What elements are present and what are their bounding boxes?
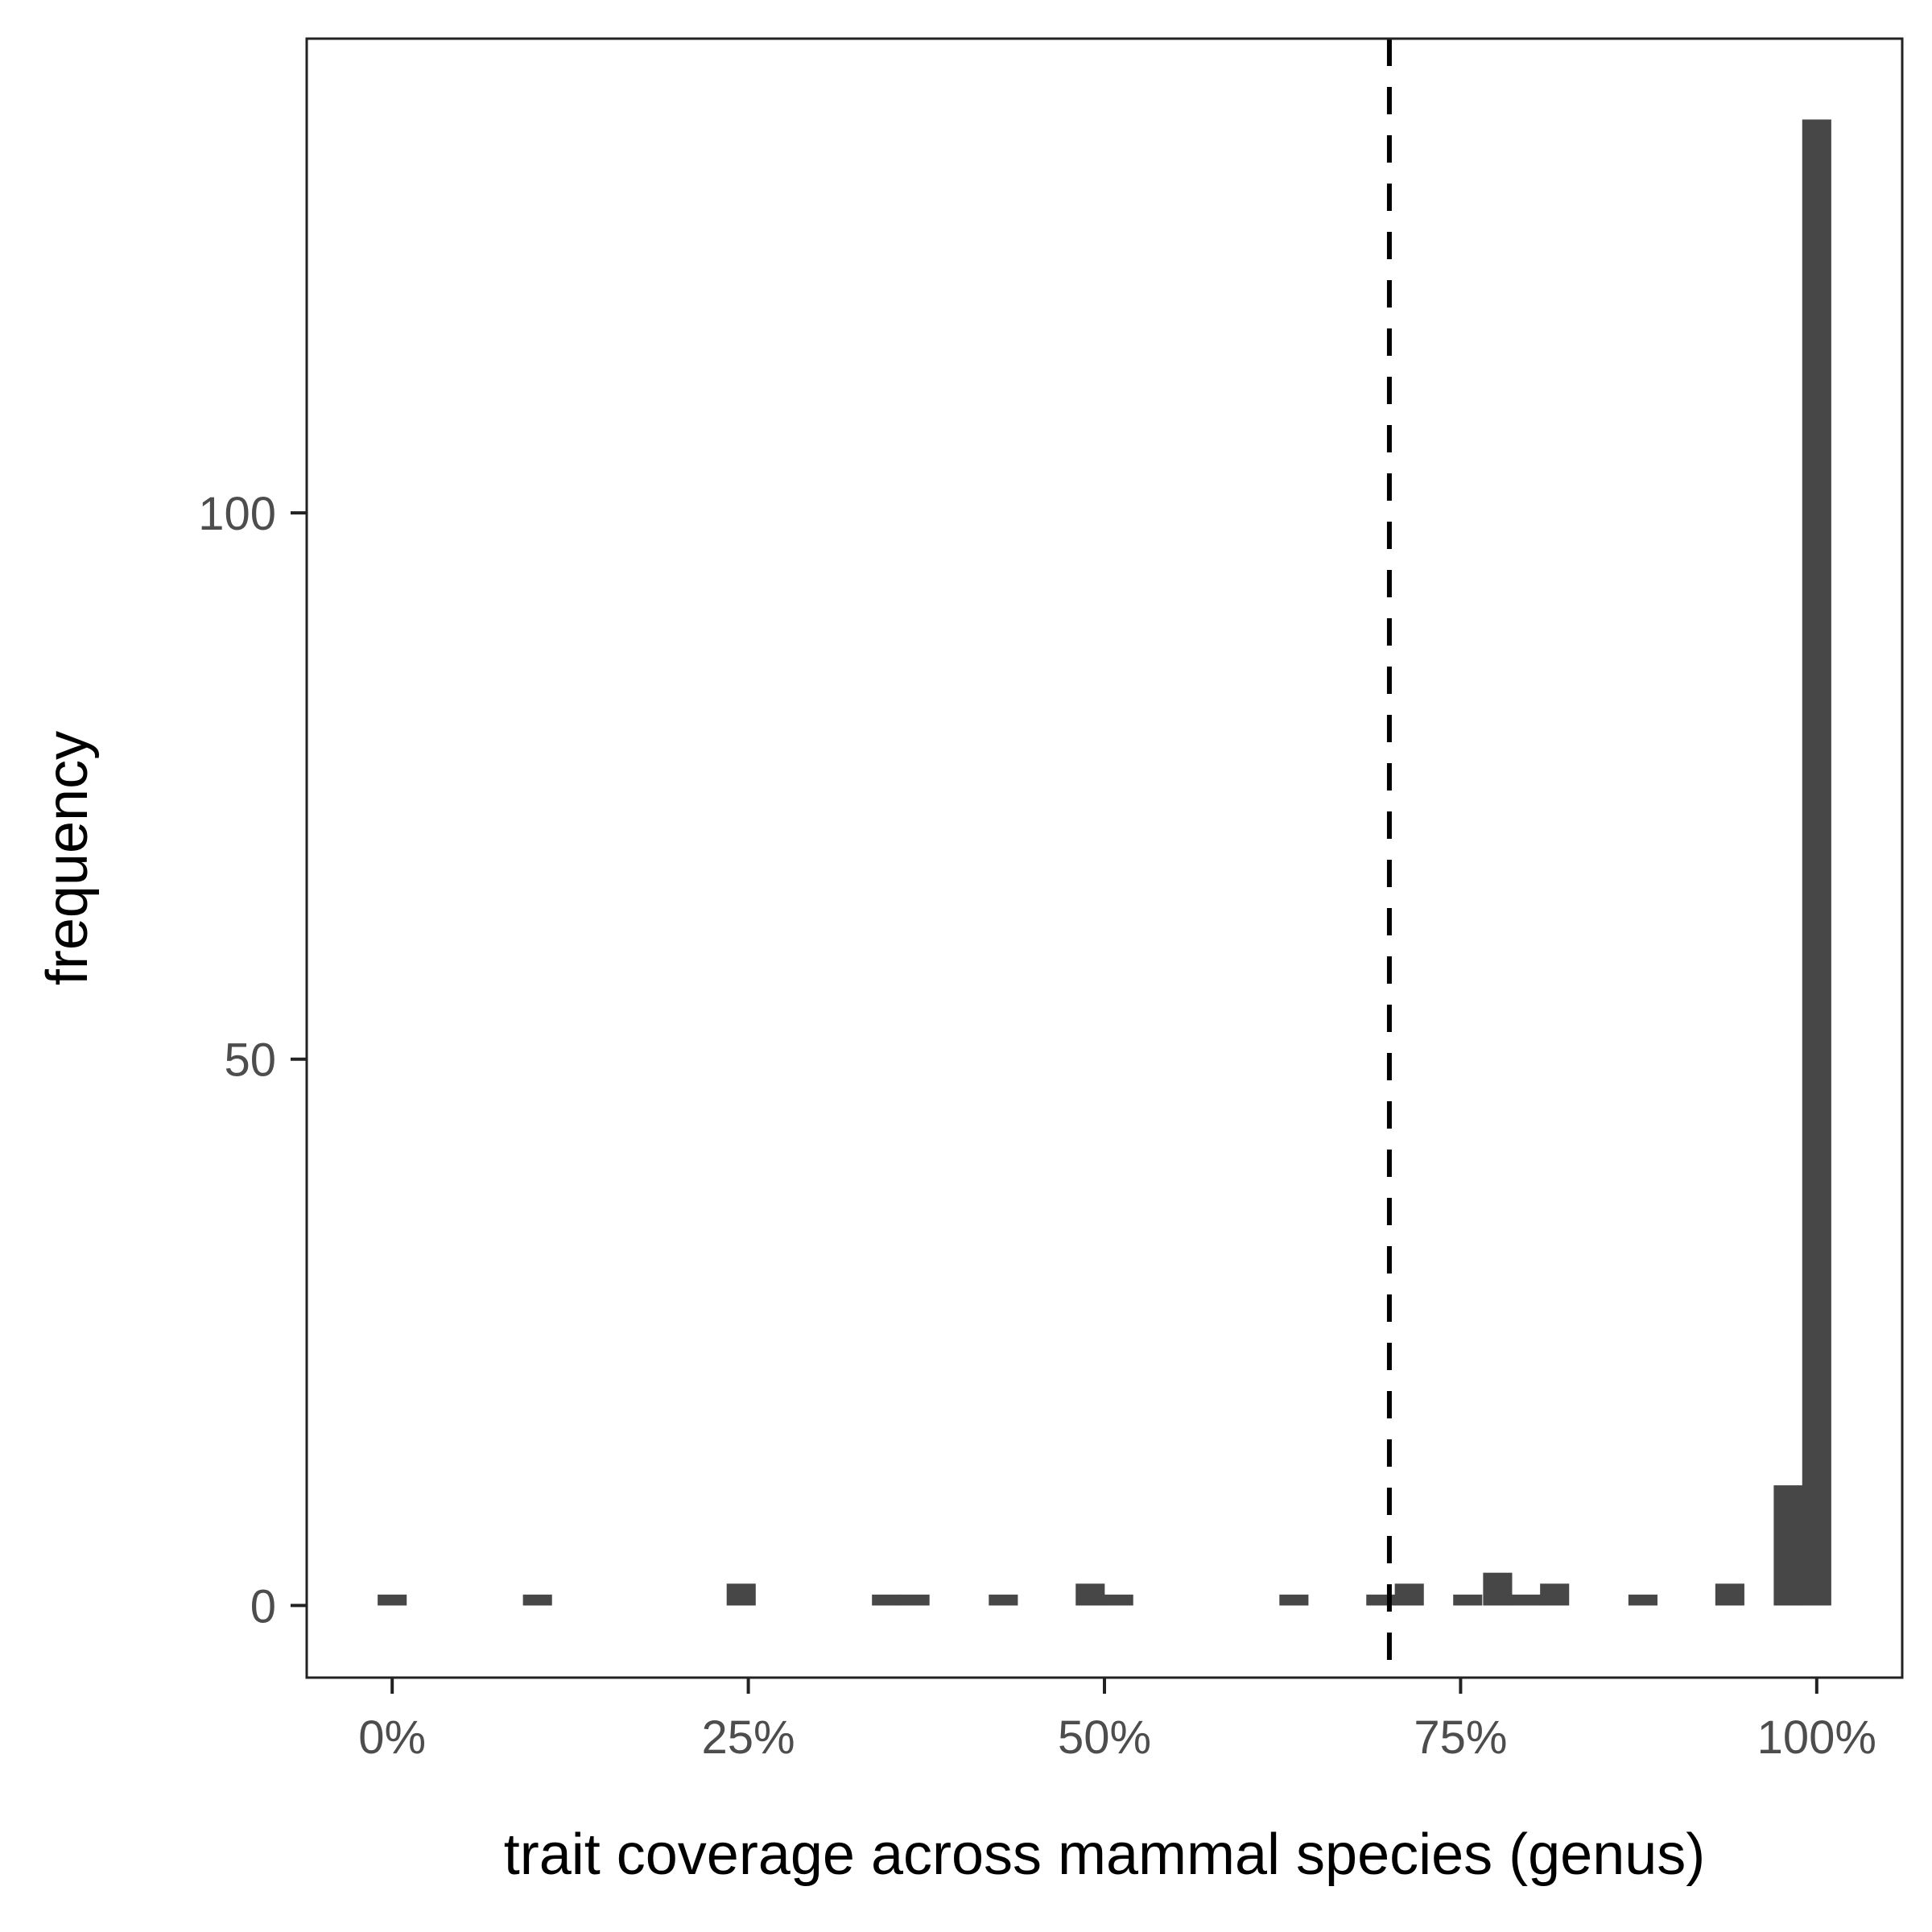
histogram-bar-8 — [1279, 1594, 1309, 1606]
histogram-bar-17 — [1773, 1485, 1803, 1606]
y-tick-label-1: 50 — [224, 1034, 276, 1087]
x-axis: 0% 25% 50% 75% 100% — [358, 1678, 1876, 1764]
x-tick-label-1: 25% — [702, 1711, 795, 1764]
y-tick-label-2: 100 — [198, 488, 276, 540]
x-tick-label-0: 0% — [358, 1711, 426, 1764]
x-axis-title: trait coverage across mammal species (ge… — [504, 1823, 1706, 1887]
histogram-bar-18 — [1802, 119, 1831, 1606]
histogram-bar-0 — [378, 1594, 407, 1606]
histogram-bar-6 — [1075, 1583, 1105, 1606]
histogram-bar-5 — [989, 1594, 1018, 1606]
x-tick-label-3: 75% — [1414, 1711, 1507, 1764]
y-axis: 0 50 100 — [198, 488, 307, 1633]
x-tick-label-2: 50% — [1058, 1711, 1151, 1764]
histogram-bar-3 — [872, 1594, 902, 1606]
histogram-bar-15 — [1628, 1594, 1657, 1606]
histogram-bar-12 — [1483, 1572, 1513, 1606]
y-tick-label-0: 0 — [250, 1580, 276, 1633]
histogram-bar-13 — [1511, 1594, 1541, 1606]
histogram-bar-1 — [522, 1594, 552, 1606]
histogram-bar-7 — [1104, 1594, 1133, 1606]
y-axis-title: frequency — [35, 731, 100, 985]
histogram-bar-2 — [726, 1583, 756, 1606]
histogram-bar-4 — [900, 1594, 930, 1606]
histogram-bars — [378, 119, 1831, 1606]
plot-panel-border — [305, 37, 1904, 1679]
histogram-bar-16 — [1715, 1583, 1744, 1606]
histogram-bar-14 — [1540, 1583, 1570, 1606]
histogram-bar-10 — [1394, 1583, 1424, 1606]
histogram-bar-11 — [1453, 1594, 1483, 1606]
x-tick-label-4: 100% — [1757, 1711, 1876, 1764]
